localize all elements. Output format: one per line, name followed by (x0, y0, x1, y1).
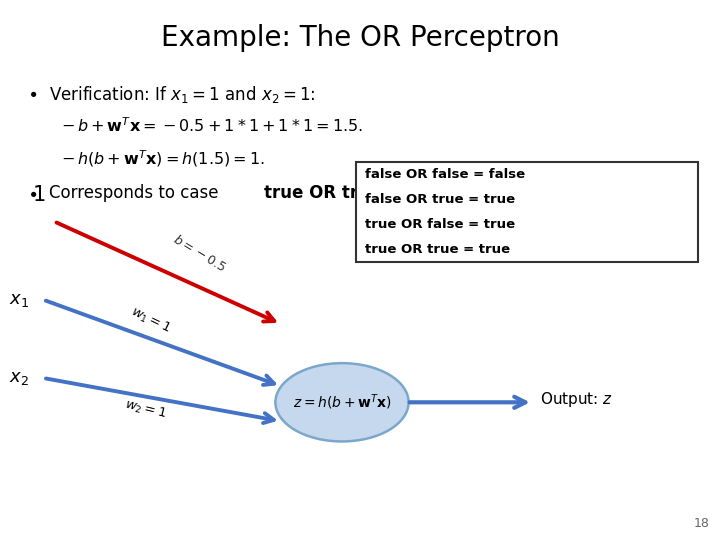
Text: false OR false = false: false OR false = false (365, 168, 525, 181)
Text: 18: 18 (693, 517, 709, 530)
Text: true OR false = true: true OR false = true (365, 218, 516, 231)
Text: true OR true = true: true OR true = true (365, 243, 510, 256)
Text: Corresponds to case: Corresponds to case (49, 184, 224, 201)
Text: Example: The OR Perceptron: Example: The OR Perceptron (161, 24, 559, 52)
Text: $x_2$: $x_2$ (9, 369, 29, 387)
Text: false OR true = true: false OR true = true (365, 193, 516, 206)
Text: $b = -0.5$: $b = -0.5$ (171, 232, 229, 274)
Text: true OR true = true.: true OR true = true. (264, 184, 452, 201)
Text: $z = h(b + \mathbf{w}^T\mathbf{x})$: $z = h(b + \mathbf{w}^T\mathbf{x})$ (292, 393, 392, 412)
Text: $-\,b + \mathbf{w}^T\mathbf{x} = -0.5 + 1 * 1 + 1 * 1 = 1.5.$: $-\,b + \mathbf{w}^T\mathbf{x} = -0.5 + … (61, 116, 363, 135)
Text: $x_1$: $x_1$ (9, 291, 29, 309)
Text: $w_1 = 1$: $w_1 = 1$ (128, 305, 174, 337)
FancyBboxPatch shape (356, 162, 698, 262)
Text: Output: $z$: Output: $z$ (540, 390, 613, 409)
Text: Verification: If $x_1 = 1$ and $x_2 = 1$:: Verification: If $x_1 = 1$ and $x_2 = 1$… (49, 84, 315, 105)
Text: $\bullet$: $\bullet$ (27, 84, 37, 102)
Text: $w_2 = 1$: $w_2 = 1$ (123, 397, 168, 422)
Ellipse shape (275, 363, 409, 442)
Text: 1: 1 (33, 185, 46, 205)
Text: $-\,h(b + \mathbf{w}^T\mathbf{x}) = h(1.5) = 1.$: $-\,h(b + \mathbf{w}^T\mathbf{x}) = h(1.… (61, 148, 265, 168)
Text: $\bullet$: $\bullet$ (27, 184, 37, 201)
